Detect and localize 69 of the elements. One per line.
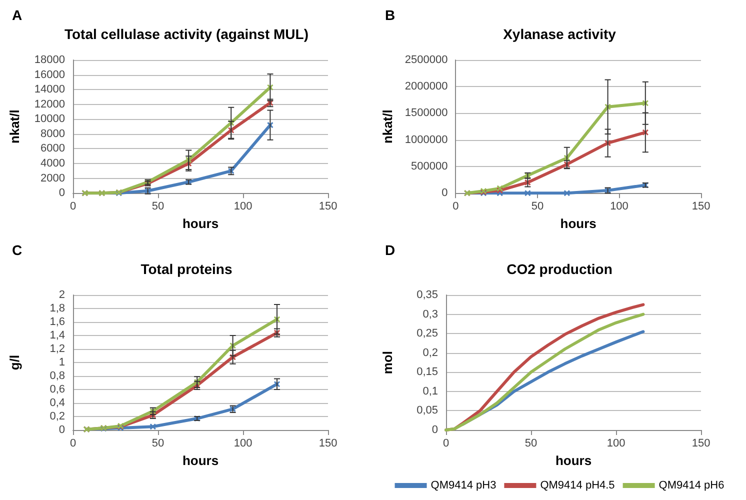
x-tick-label: 150 (692, 438, 710, 450)
x-tick-label: 150 (318, 438, 338, 450)
y-tick-label: 0 (432, 424, 438, 436)
y-tick-label: 0,05 (416, 404, 438, 417)
y-tick-label: 0 (442, 187, 448, 200)
y-axis-title: mol (380, 350, 395, 374)
y-tick-label: 2000000 (404, 80, 448, 93)
chart-title: Total cellulase activity (against MUL) (64, 26, 309, 42)
x-axis-title: hours (560, 216, 596, 231)
x-tick-label: 100 (606, 438, 626, 450)
legend-label: QM9414 pH6 (658, 480, 724, 492)
x-tick-label: 100 (234, 438, 252, 450)
chart-title: Xylanase activity (503, 26, 616, 42)
legend-label: QM9414 pH3 (430, 480, 496, 492)
x-axis-title: hours (182, 216, 219, 231)
y-tick-label: 0 (58, 424, 65, 436)
x-axis-title: hours (182, 452, 219, 468)
x-tick-label: 0 (70, 438, 76, 450)
y-tick-label: 0,1 (422, 385, 438, 398)
y-tick-label: 0,4 (50, 397, 65, 409)
x-tick-label: 150 (692, 200, 710, 213)
y-tick-label: 12000 (34, 98, 65, 110)
chart-title: CO2 production (506, 261, 612, 277)
text: B (385, 7, 396, 23)
y-axis-title: nkat/l (380, 110, 395, 144)
y-tick-label: 0,15 (416, 366, 438, 378)
y-tick-label: 0,2 (422, 346, 438, 359)
chart-title: Total proteins (140, 261, 232, 277)
y-tick-label: 8000 (40, 128, 65, 140)
y-tick-label: 2500000 (404, 54, 448, 66)
y-tick-label: 0,8 (50, 370, 65, 382)
y-tick-label: 0,6 (50, 384, 65, 396)
x-tick-label: 50 (524, 438, 538, 450)
y-tick-label: 14000 (34, 84, 65, 96)
y-tick-label: 0,25 (416, 328, 438, 340)
y-axis-title: nkat/l (7, 110, 22, 144)
x-tick-label: 0 (70, 200, 76, 213)
y-tick-label: 1,8 (50, 302, 65, 314)
y-tick-label: 10000 (34, 113, 65, 126)
y-tick-label: 18000 (34, 54, 65, 66)
y-tick-label: 0,35 (416, 289, 438, 301)
y-tick-label: 2 (58, 289, 65, 301)
legend-label: QM9414 pH4.5 (540, 480, 615, 492)
x-tick-label: 100 (610, 200, 628, 213)
x-tick-label: 50 (152, 438, 164, 450)
y-axis-title: g/l (7, 354, 22, 370)
y-tick-label: 1 (58, 356, 65, 368)
x-tick-label: 150 (318, 200, 338, 213)
y-tick-label: 1,2 (50, 343, 65, 355)
y-tick-label: 6000 (40, 142, 65, 155)
y-tick-label: 1000000 (404, 134, 448, 146)
x-tick-label: 50 (152, 200, 164, 213)
y-tick-label: 2000 (40, 172, 65, 184)
y-tick-label: 500000 (411, 160, 448, 172)
y-tick-label: 4000 (40, 158, 65, 170)
y-tick-label: 1500000 (404, 107, 448, 120)
x-tick-label: 100 (234, 200, 252, 213)
y-tick-label: 1,4 (50, 330, 65, 342)
text: C (12, 242, 22, 258)
y-tick-label: 0,2 (50, 410, 65, 422)
text: A (12, 7, 22, 23)
y-tick-label: 1,6 (50, 316, 65, 328)
y-tick-label: 16000 (34, 68, 65, 81)
y-tick-label: 0,3 (422, 308, 438, 320)
text: D (385, 242, 396, 258)
x-tick-label: 50 (531, 200, 544, 213)
y-tick-label: 0 (58, 187, 65, 200)
x-tick-label: 0 (452, 200, 459, 213)
x-axis-title: hours (555, 452, 592, 468)
